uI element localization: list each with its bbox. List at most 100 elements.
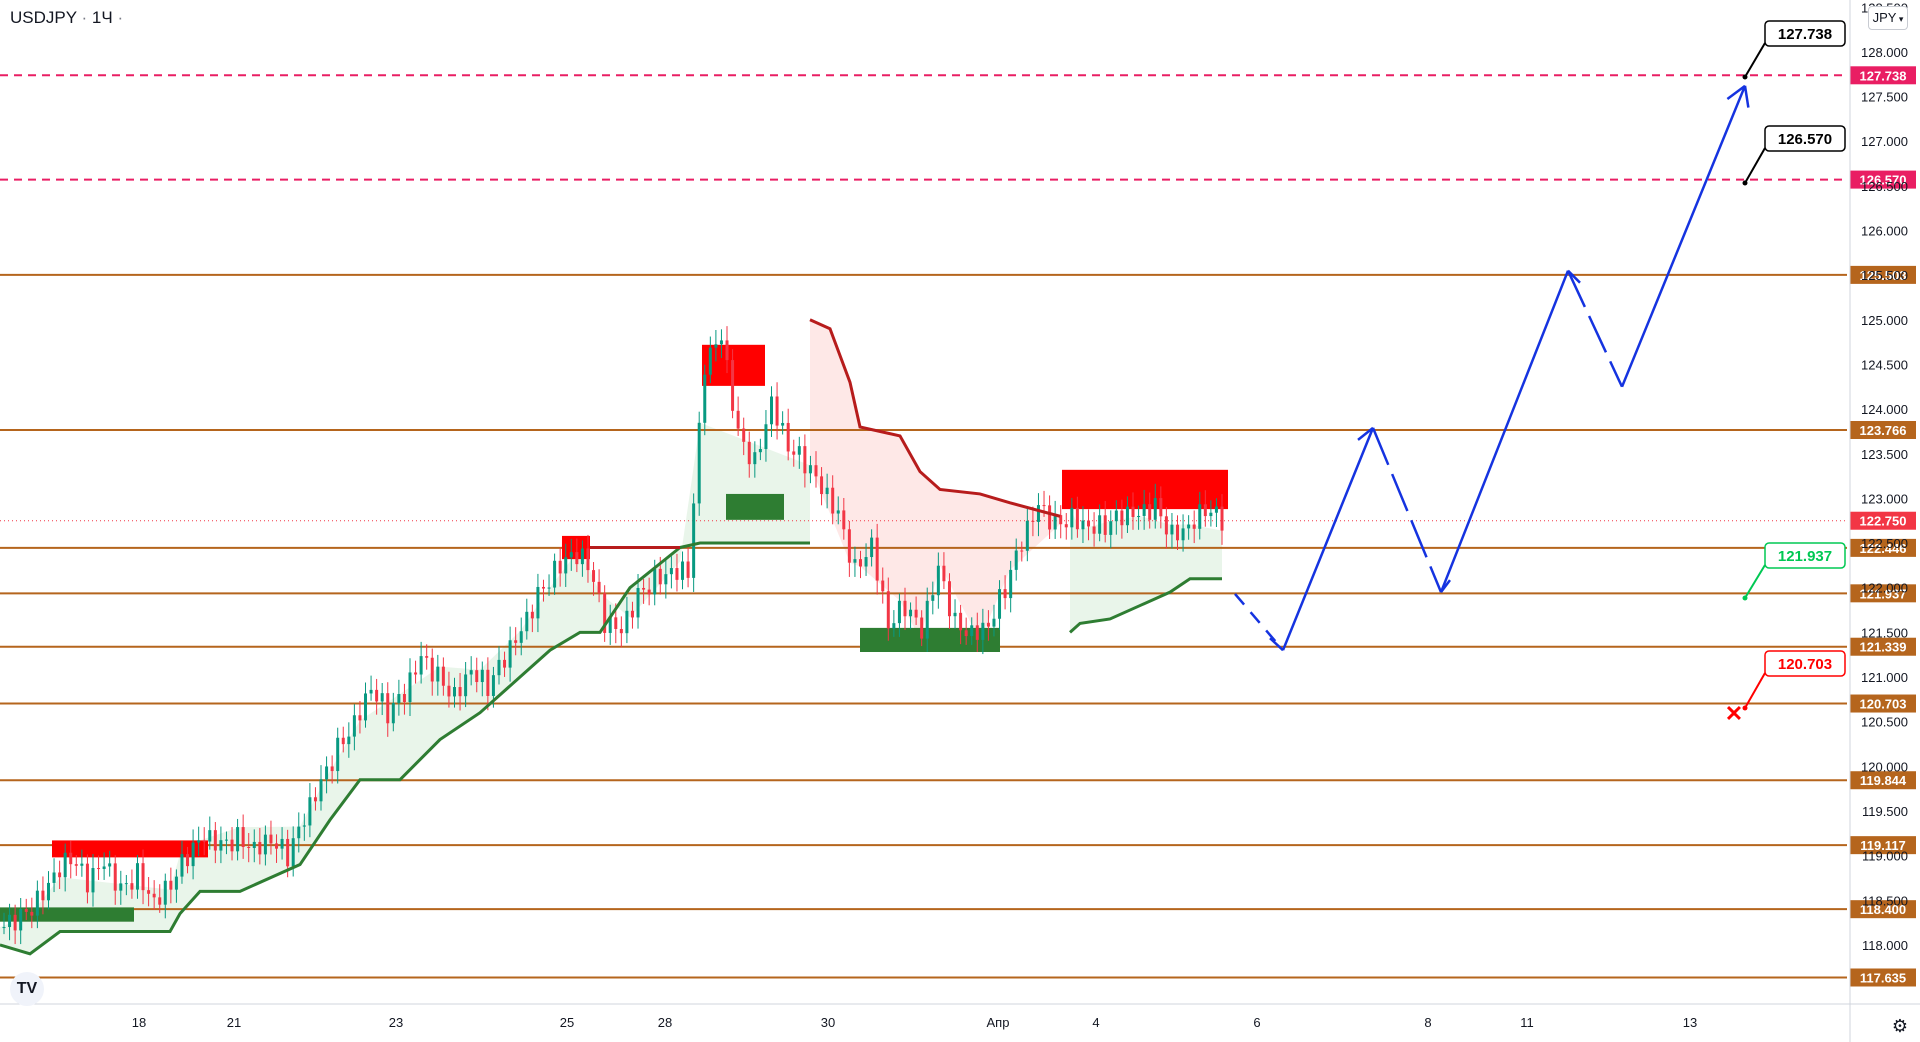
candle-body <box>870 537 874 558</box>
candle-body <box>1164 516 1168 535</box>
candle-body <box>1081 520 1085 530</box>
time-tick-label: 28 <box>658 1015 672 1030</box>
callout-pointer <box>1744 147 1766 184</box>
forecast-vertex-tick <box>1440 579 1451 593</box>
candle-body <box>52 872 56 883</box>
price-tick-label: 124.000 <box>1861 402 1908 417</box>
candle-body <box>441 666 445 686</box>
candle-body <box>1209 512 1213 517</box>
candle-body <box>814 465 818 477</box>
candle-body <box>252 841 256 849</box>
candle-body <box>319 779 323 802</box>
candle-body <box>30 911 34 916</box>
candle-body <box>708 347 712 375</box>
candle-body <box>119 883 123 891</box>
candle-body <box>1025 520 1029 551</box>
candle-body <box>419 656 423 675</box>
candle-body <box>85 863 89 893</box>
candle-body <box>697 422 701 504</box>
symbol-title[interactable]: USDJPY · 1Ч · <box>10 8 123 28</box>
forecast-vertex-tick <box>1567 269 1581 284</box>
candle-body <box>358 715 362 721</box>
candle-body <box>681 561 685 580</box>
candle-body <box>102 866 106 869</box>
price-tick-label: 121.500 <box>1861 625 1908 640</box>
currency-label: JPY <box>1872 10 1897 25</box>
candle-body <box>169 880 173 890</box>
candle-body <box>592 570 596 582</box>
candle-body <box>575 552 579 565</box>
candle-body <box>558 560 562 574</box>
candle-body <box>797 446 801 455</box>
candle-body <box>1009 569 1013 599</box>
demand-zone <box>726 493 784 520</box>
candle-body <box>313 797 317 802</box>
candle-body <box>719 340 723 345</box>
time-tick-label: 13 <box>1683 1015 1697 1030</box>
price-tick-label: 122.500 <box>1861 536 1908 551</box>
forecast-solid-leg <box>1371 427 1443 593</box>
price-tick-label: 124.500 <box>1861 357 1908 372</box>
time-tick-label: 25 <box>560 1015 574 1030</box>
price-tick-label: 119.000 <box>1862 849 1908 864</box>
candle-body <box>1036 505 1040 522</box>
candle-body <box>714 344 718 348</box>
forecast-solid-leg <box>1620 85 1747 388</box>
candle-body <box>19 908 23 931</box>
target-label-box <box>1850 170 1916 189</box>
current-price-text: 122.750 <box>1860 514 1907 529</box>
candle-body <box>1053 515 1057 530</box>
candle-body <box>553 560 557 588</box>
candle-body <box>892 623 896 629</box>
time-tick-label: Апр <box>987 1015 1010 1030</box>
candle-body <box>886 591 890 629</box>
candle-body <box>469 670 473 675</box>
candle-body <box>992 618 996 627</box>
time-tick-label: 4 <box>1092 1015 1099 1030</box>
candle-body <box>113 863 117 891</box>
candle-body <box>541 586 545 589</box>
trailing-stop-green <box>0 546 681 956</box>
candle-body <box>792 451 796 455</box>
price-tick-label: 126.500 <box>1861 179 1908 194</box>
candle-body <box>375 689 379 702</box>
currency-selector[interactable]: JPY ▾ <box>1868 6 1908 30</box>
forecast-arrowhead <box>1726 84 1746 100</box>
candle-body <box>1153 498 1157 520</box>
candle-body <box>13 914 17 931</box>
candle-body <box>74 864 78 866</box>
price-label-box <box>1850 694 1916 713</box>
price-label-text: 121.339 <box>1860 640 1907 655</box>
candle-body <box>186 854 190 867</box>
candle-body <box>163 880 167 905</box>
price-label-box <box>1850 265 1916 284</box>
price-label-text: 118.400 <box>1860 902 1906 917</box>
candle-body <box>464 674 468 697</box>
candle-body <box>341 737 345 745</box>
chevron-down-icon: ▾ <box>1896 14 1904 24</box>
price-label-box <box>1850 900 1916 919</box>
candle-body <box>775 396 779 426</box>
callout-box <box>1764 20 1846 47</box>
candle-body <box>1181 528 1185 541</box>
candle-body <box>1203 504 1207 517</box>
callout-anchor-dot <box>1742 705 1748 711</box>
candle-body <box>664 574 668 585</box>
candle-body <box>975 625 979 640</box>
candle-body <box>58 872 62 878</box>
price-tick-label: 125.500 <box>1861 268 1908 283</box>
forecast-arrowhead <box>1743 85 1750 108</box>
candle-body <box>414 672 418 675</box>
candle-body <box>1064 524 1068 528</box>
price-label-text: 123.766 <box>1860 423 1907 438</box>
price-tick-label: 122.000 <box>1861 581 1908 596</box>
candle-body <box>981 622 985 640</box>
callout-box <box>1764 125 1846 152</box>
tradingview-logo[interactable]: TV <box>10 972 44 1006</box>
candle-body <box>275 843 279 849</box>
gear-icon[interactable]: ⚙ <box>1891 1016 1908 1036</box>
candle-body <box>1020 550 1024 552</box>
trend-fill-red <box>810 319 1060 640</box>
candle-body <box>1070 507 1074 528</box>
